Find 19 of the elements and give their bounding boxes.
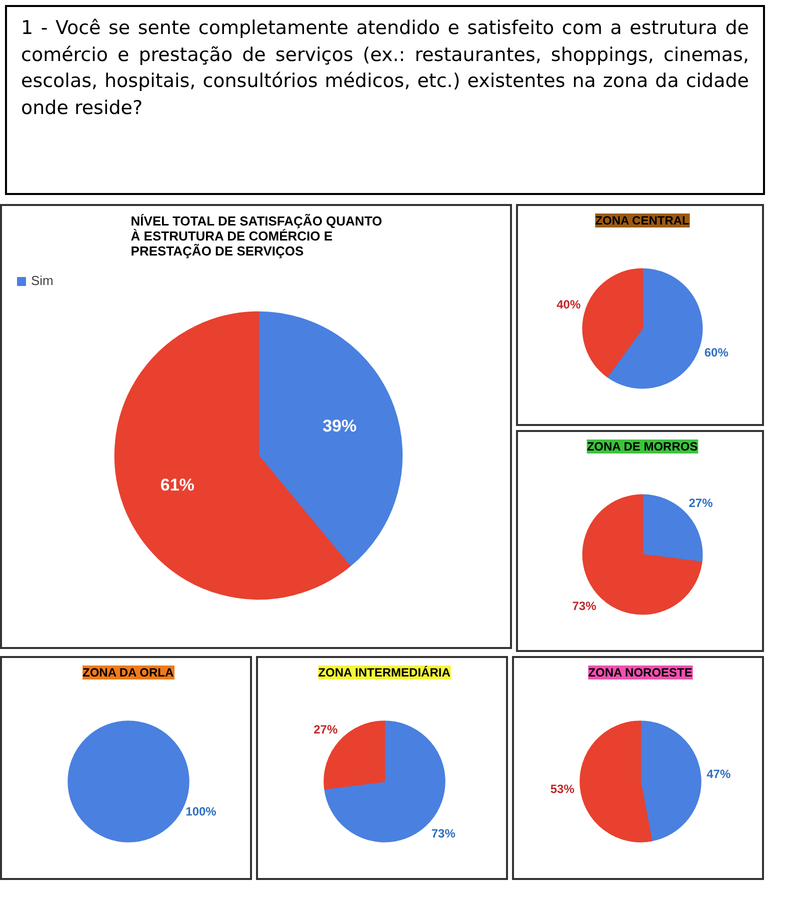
data-label: 47% (706, 767, 731, 782)
text: 1 - Você se sente completamente atendido e satisfeito com a estrutura de comércio e prestação de serviços (ex.: restaurantes, shoppings, cinemas, escolas, hospitais, consultórios médicos, etc.) existentes na zona da cidade onde reside? (21, 16, 749, 121)
data-label: 73% (572, 599, 597, 614)
data-label: 61% (160, 475, 194, 494)
chart-title: ZONA DA ORLA (82, 666, 174, 680)
chart-title: ZONA INTERMEDIÁRIA (318, 666, 451, 680)
legend-label: Sim (31, 273, 54, 288)
data-label: 27% (688, 496, 714, 510)
data-label: 100% (186, 804, 217, 819)
data-label: 73% (431, 826, 456, 841)
data-label: 40% (556, 297, 581, 312)
chart-title: ZONA DE MORROS (586, 440, 698, 454)
data-label: 60% (704, 346, 729, 360)
chart-title: NÍVEL TOTAL DE SATISFAÇÃO QUANTO À ESTRUTURA DE COMÉRCIO E PRESTAÇÃO DE SERVIÇOS (130, 214, 382, 258)
data-label: 53% (550, 782, 575, 796)
chart-title: ZONA CENTRAL (595, 214, 690, 228)
data-label: 27% (314, 722, 338, 736)
chart-title: ZONA NOROESTE (588, 666, 692, 680)
data-label: 39% (322, 416, 357, 436)
